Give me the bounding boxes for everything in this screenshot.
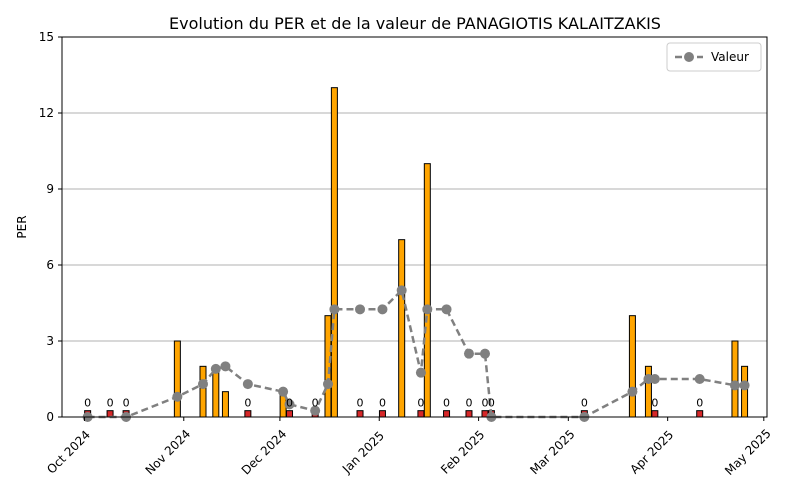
y-axis-ticks: 0 3 6 9 12 15	[39, 30, 62, 424]
bar-value-label: 0	[488, 397, 495, 410]
valeur-point	[627, 386, 638, 397]
chart-title: Evolution du PER et de la valeur de PANA…	[169, 14, 661, 33]
valeur-point	[415, 367, 426, 378]
bar-value-label: 0	[244, 397, 251, 410]
valeur-point	[284, 399, 295, 410]
bars-layer	[84, 87, 749, 418]
bar-per	[212, 365, 220, 418]
x-tick-label: Oct 2024	[44, 428, 93, 477]
bar-value-label: 0	[312, 397, 319, 410]
x-tick-label: Nov 2024	[143, 427, 194, 478]
bar-value-label: 0	[651, 397, 658, 410]
bar-value-label: 0	[443, 397, 450, 410]
y-tick-label: 6	[46, 258, 54, 272]
valeur-point	[694, 374, 705, 384]
bar-value-label: 0	[417, 397, 424, 410]
bar-per	[324, 315, 332, 418]
x-tick-label: Feb 2025	[438, 428, 487, 477]
valeur-point	[329, 304, 340, 315]
bar-value-label: 0	[379, 397, 386, 410]
valeur-point	[355, 304, 366, 315]
bar-zero	[443, 410, 451, 418]
bar-per	[741, 365, 749, 418]
valeur-line-layer	[82, 285, 750, 422]
bar-zero	[417, 410, 425, 418]
x-axis-ticks: Oct 2024 Nov 2024 Dec 2024 Jan 2025 Feb 2025…	[44, 417, 774, 478]
bar-value-label: 0	[107, 397, 114, 410]
y-tick-label: 9	[46, 182, 54, 196]
bar-per	[199, 365, 207, 418]
plot-frame	[61, 36, 768, 418]
valeur-point	[441, 304, 452, 315]
y-tick-label: 3	[46, 334, 54, 348]
bar-value-label: 0	[581, 397, 588, 410]
legend: Valeur	[666, 42, 762, 72]
bar-value-label: 0	[84, 397, 91, 410]
legend-label-valeur: Valeur	[711, 50, 749, 64]
y-tick-label: 15	[39, 30, 54, 44]
valeur-point	[210, 363, 221, 374]
y-tick-label: 12	[39, 106, 54, 120]
bar-value-label: 0	[465, 397, 472, 410]
valeur-point	[242, 379, 253, 390]
grid-lines	[62, 112, 767, 342]
valeur-point	[310, 405, 321, 416]
valeur-point	[396, 285, 407, 296]
bar-zero	[244, 410, 252, 418]
x-tick-label: Jan 2025	[339, 429, 387, 477]
bar-per	[330, 87, 338, 418]
x-tick-label: Dec 2024	[239, 427, 290, 478]
bar-per	[173, 340, 181, 418]
valeur-point	[220, 361, 231, 372]
valeur-point	[322, 379, 333, 390]
valeur-point	[649, 374, 660, 384]
bar-per	[731, 340, 739, 418]
bar-value-label: 0	[357, 397, 364, 410]
valeur-point	[422, 304, 433, 315]
bar-per	[423, 163, 431, 418]
bar-zero	[651, 410, 659, 418]
valeur-point	[172, 391, 183, 402]
bar-zero	[696, 410, 704, 418]
y-axis-label: PER	[15, 215, 29, 238]
bar-zero	[465, 410, 473, 418]
x-tick-label: May 2025	[722, 426, 774, 478]
bar-value-label: 0	[482, 397, 489, 410]
bar-value-label: 0	[286, 397, 293, 410]
bar-value-label: 0	[123, 397, 130, 410]
valeur-point	[729, 380, 740, 391]
y-tick-label: 0	[46, 410, 54, 424]
bar-zero	[378, 410, 386, 418]
bar-per	[398, 239, 406, 418]
valeur-point	[198, 379, 208, 390]
bar-zero	[286, 410, 294, 418]
bar-zero	[356, 410, 364, 418]
valeur-point	[480, 348, 490, 359]
legend-marker-icon	[684, 52, 694, 62]
valeur-point	[278, 386, 289, 397]
bar-per	[628, 315, 636, 418]
legend-box	[666, 42, 762, 72]
valeur-point	[739, 380, 750, 391]
valeur-point	[377, 304, 388, 315]
bar-per	[221, 391, 229, 418]
bar-value-label: 0	[696, 397, 703, 410]
valeur-point	[463, 348, 474, 359]
x-tick-label: Mar 2025	[527, 427, 577, 477]
x-tick-label: Apr 2025	[627, 428, 676, 477]
